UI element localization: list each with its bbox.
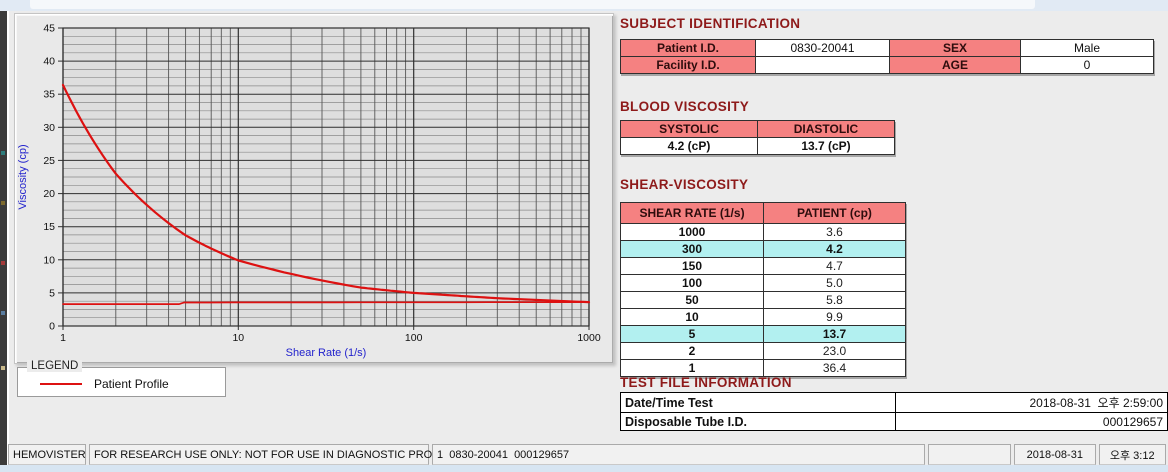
shear-rate-cell: 2 xyxy=(620,342,764,360)
legend-entry: Patient Profile xyxy=(18,377,225,391)
patient-id-label: Patient I.D. xyxy=(620,39,756,57)
disposable-tube-id-value: 000129657 xyxy=(894,412,1168,431)
statusbar-record-info: 1 0830-20041 000129657 xyxy=(432,444,925,465)
shear-table-row: 100 5.0 xyxy=(620,274,906,292)
table-row: Patient I.D. 0830-20041 SEX Male xyxy=(620,39,1154,57)
svg-text:Viscosity (cp): Viscosity (cp) xyxy=(17,144,29,209)
shear-rate-cell: 1000 xyxy=(620,223,764,241)
systolic-value: 4.2 (cP) xyxy=(620,137,758,155)
shear-rate-cell: 5 xyxy=(620,325,764,343)
shear-table-row: 10 9.9 xyxy=(620,308,906,326)
status-bar: HEMOVISTER FOR RESEARCH USE ONLY: NOT FO… xyxy=(8,444,1166,465)
disposable-tube-id-label: Disposable Tube I.D. xyxy=(620,412,896,431)
sex-label: SEX xyxy=(889,39,1021,57)
background-window-edge xyxy=(0,11,9,472)
legend-title: LEGEND xyxy=(27,360,83,372)
svg-text:Shear Rate (1/s): Shear Rate (1/s) xyxy=(286,347,367,359)
date-time-test-label: Date/Time Test xyxy=(620,392,896,413)
shear-viscosity-table: SHEAR RATE (1/s) PATIENT (cp) 1000 3.6 300… xyxy=(620,202,906,377)
statusbar-app-name: HEMOVISTER xyxy=(8,444,86,465)
svg-text:10: 10 xyxy=(43,254,55,266)
test-file-information-heading: TEST FILE INFORMATION xyxy=(620,375,792,390)
shear-rate-header: SHEAR RATE (1/s) xyxy=(620,202,764,224)
statusbar-empty-panel xyxy=(927,444,1012,465)
subject-identification-heading: SUBJECT IDENTIFICATION xyxy=(620,16,801,31)
top-window-band xyxy=(30,0,1035,9)
patient-viscosity-cell: 3.6 xyxy=(763,223,906,241)
svg-text:45: 45 xyxy=(43,23,55,35)
facility-id-value xyxy=(755,56,890,74)
svg-text:10: 10 xyxy=(232,332,244,344)
top-window-strip xyxy=(0,0,1168,11)
shear-table-row: 2 23.0 xyxy=(620,342,906,360)
shear-rate-cell: 50 xyxy=(620,291,764,309)
statusbar-research-use-notice: FOR RESEARCH USE ONLY: NOT FOR USE IN DI… xyxy=(89,444,486,465)
age-value: 0 xyxy=(1020,56,1154,74)
svg-text:0: 0 xyxy=(49,321,55,333)
diastolic-value: 13.7 (cP) xyxy=(757,137,895,155)
patient-viscosity-cell: 9.9 xyxy=(763,308,906,326)
shear-rate-cell: 1 xyxy=(620,359,764,377)
legend-entry-label: Patient Profile xyxy=(94,377,169,391)
svg-text:15: 15 xyxy=(43,221,55,233)
age-label: AGE xyxy=(889,56,1021,74)
table-row: Facility I.D. AGE 0 xyxy=(620,56,1154,74)
table-row: SYSTOLIC DIASTOLIC xyxy=(620,120,895,138)
bottom-window-strip xyxy=(0,465,1168,472)
systolic-header: SYSTOLIC xyxy=(620,120,758,138)
shear-rate-cell: 150 xyxy=(620,257,764,275)
patient-viscosity-cell: 5.8 xyxy=(763,291,906,309)
diastolic-header: DIASTOLIC xyxy=(757,120,895,138)
shear-table-row: 150 4.7 xyxy=(620,257,906,275)
table-header-row: SHEAR RATE (1/s) PATIENT (cp) xyxy=(620,202,906,224)
patient-viscosity-cell: 4.2 xyxy=(763,240,906,258)
blood-viscosity-table: SYSTOLIC DIASTOLIC 4.2 (cP) 13.7 (cP) xyxy=(620,120,895,155)
svg-text:100: 100 xyxy=(405,332,423,344)
patient-viscosity-cell: 5.0 xyxy=(763,274,906,292)
blood-viscosity-heading: BLOOD VISCOSITY xyxy=(620,99,750,114)
shear-table-row: 1 36.4 xyxy=(620,359,906,377)
patient-viscosity-cell: 4.7 xyxy=(763,257,906,275)
subject-identification-table: Patient I.D. 0830-20041 SEX Male Facilit… xyxy=(620,39,1154,74)
patient-viscosity-cell: 23.0 xyxy=(763,342,906,360)
patient-viscosity-cell: 36.4 xyxy=(763,359,906,377)
statusbar-time: 오후 3:12 xyxy=(1098,444,1166,465)
shear-table-body: 1000 3.6 300 4.2 150 4.7 100 5.0 50 5.8 10 9.9 5 13.7… xyxy=(620,223,906,377)
date-time-test-value: 2018-08-31 오후 2:59:00 xyxy=(894,392,1168,413)
shear-rate-cell: 100 xyxy=(620,274,764,292)
facility-id-label: Facility I.D. xyxy=(620,56,756,74)
shear-table-row: 300 4.2 xyxy=(620,240,906,258)
test-file-information-table: Date/Time Test 2018-08-31 오후 2:59:00 Dis… xyxy=(620,392,1168,431)
patient-viscosity-cell: 13.7 xyxy=(763,325,906,343)
table-row: 4.2 (cP) 13.7 (cP) xyxy=(620,137,895,155)
patient-cp-header: PATIENT (cp) xyxy=(763,202,906,224)
shear-table-row: 1000 3.6 xyxy=(620,223,906,241)
svg-text:1000: 1000 xyxy=(577,332,601,344)
shear-table-row: 50 5.8 xyxy=(620,291,906,309)
svg-text:40: 40 xyxy=(43,56,55,68)
table-row: Disposable Tube I.D. 000129657 xyxy=(620,412,1168,431)
svg-text:5: 5 xyxy=(49,287,55,299)
table-row: Date/Time Test 2018-08-31 오후 2:59:00 xyxy=(620,392,1168,413)
svg-text:25: 25 xyxy=(43,155,55,167)
shear-viscosity-chart: 0 5 10 15 20 25 30 35 40 45 1 10 100 1000 Shear Rate (… xyxy=(17,23,601,360)
shear-viscosity-heading: SHEAR-VISCOSITY xyxy=(620,177,749,192)
patient-id-value: 0830-20041 xyxy=(755,39,890,57)
sex-value: Male xyxy=(1020,39,1154,57)
chart-legend: LEGEND Patient Profile xyxy=(17,360,226,397)
svg-text:30: 30 xyxy=(43,122,55,134)
statusbar-date: 2018-08-31 xyxy=(1014,444,1096,465)
patient-profile-line-swatch xyxy=(40,383,82,385)
svg-text:1: 1 xyxy=(60,332,66,344)
svg-text:20: 20 xyxy=(43,188,55,200)
svg-text:35: 35 xyxy=(43,89,55,101)
shear-table-row: 5 13.7 xyxy=(620,325,906,343)
shear-rate-cell: 10 xyxy=(620,308,764,326)
viscosity-chart-panel: 0 5 10 15 20 25 30 35 40 45 1 10 100 1000 Shear Rate (… xyxy=(14,13,614,364)
shear-rate-cell: 300 xyxy=(620,240,764,258)
